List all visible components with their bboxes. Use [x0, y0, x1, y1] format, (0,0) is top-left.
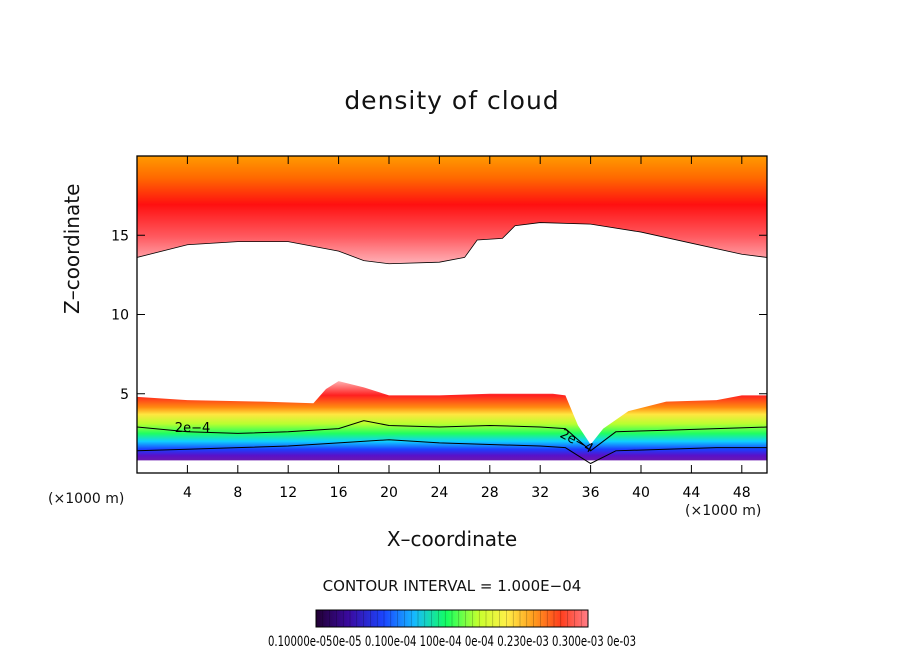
x-tick-label: 44: [682, 485, 700, 501]
contour-line: [137, 420, 767, 452]
x-unit-label-left: (×1000 m): [48, 491, 125, 507]
x-tick-label: 24: [430, 485, 448, 501]
y-tick-label: 15: [111, 228, 129, 244]
y-tick-label: 10: [111, 308, 129, 324]
x-unit-label-right: (×1000 m): [685, 503, 762, 519]
x-tick-label: 16: [330, 485, 348, 501]
lower-cloud-layer: [137, 381, 767, 461]
x-tick-label: 28: [481, 485, 499, 501]
x-tick-label: 20: [380, 485, 398, 501]
contour-interval-text: CONTOUR INTERVAL = 1.000E−04: [322, 577, 582, 595]
x-tick-label: 40: [632, 485, 650, 501]
x-axis-label: X–coordinate: [386, 527, 518, 551]
x-tick-label: 32: [531, 485, 549, 501]
y-tick-label: 5: [120, 387, 129, 403]
x-tick-label: 12: [279, 485, 297, 501]
upper-cloud-layer: [137, 156, 767, 265]
contour-line: [137, 439, 767, 465]
x-tick-label: 36: [582, 485, 600, 501]
x-tick-label: 4: [183, 485, 192, 501]
x-tick-label: 48: [733, 485, 751, 501]
colorbar-labels: 0.10000e-050e-05 0.100e-04 100e-04 0e-04…: [268, 634, 636, 650]
contour-label: 2e−4: [175, 421, 210, 436]
chart-title: density of cloud: [344, 86, 560, 115]
x-tick-label: 8: [233, 485, 242, 501]
